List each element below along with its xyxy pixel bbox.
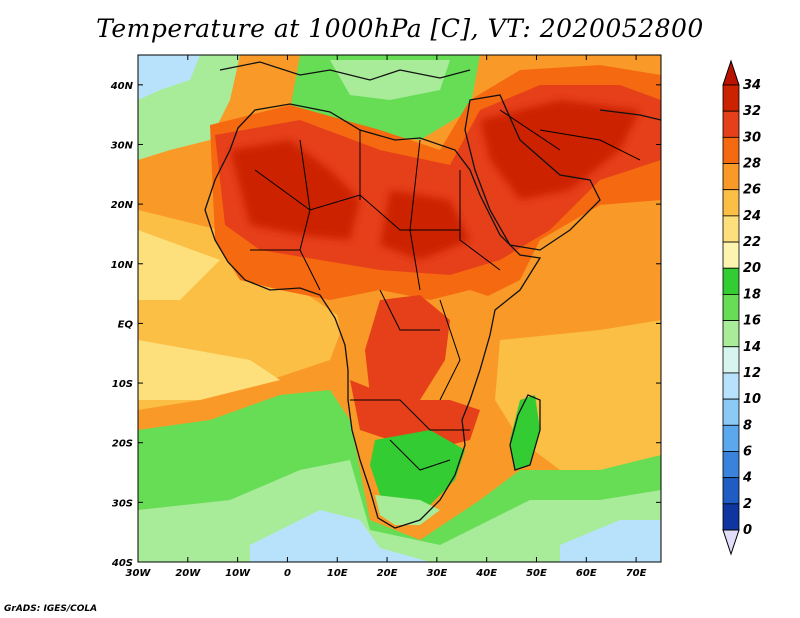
colorbar-label: 8 — [743, 418, 752, 433]
madagascar-coastline — [509, 394, 541, 471]
lon-tick-label: 0 — [284, 568, 291, 579]
lon-tick-label: 40E — [475, 568, 497, 579]
map-title: Temperature at 1000hPa [C], VT: 20200528… — [96, 14, 704, 43]
colorbar-bottom-arrow — [722, 529, 740, 556]
colorbar-label: 26 — [743, 183, 761, 198]
colorbar-swatch — [722, 451, 740, 479]
colorbar-swatch — [722, 320, 740, 348]
lat-tick-label: 10N — [111, 260, 134, 271]
field-south-blue — [250, 510, 661, 562]
colorbar-swatch — [722, 241, 740, 269]
longitude-axis: 30W 20W 10W 0 10E 20E 30E 40E 50E 60E 70E — [126, 55, 647, 579]
colorbar-swatch — [722, 84, 740, 112]
colorbar-top-arrow — [722, 59, 740, 86]
lat-tick-label: 40N — [110, 81, 134, 92]
field-madagascar — [510, 395, 540, 470]
colorbar-label: 22 — [743, 235, 761, 250]
africa-coastline — [204, 103, 542, 529]
field-cape-lightgreen — [375, 495, 440, 525]
colorbar-label: 32 — [743, 104, 761, 119]
colorbar-swatch — [722, 424, 740, 452]
lon-tick-label: 30W — [126, 568, 152, 579]
colorbar-label: 6 — [743, 444, 752, 459]
lon-tick-label: 10E — [327, 568, 348, 579]
colorbar-swatch — [722, 163, 740, 191]
colorbar-swatch — [722, 372, 740, 400]
field-ocean-lightyellow — [138, 230, 280, 400]
colorbar-label: 30 — [743, 130, 761, 145]
lat-tick-label: 20N — [111, 200, 134, 211]
lat-tick-label: 10S — [112, 379, 133, 390]
field-north-blue — [138, 55, 200, 100]
lat-tick-label: 40S — [111, 558, 133, 569]
colorbar-swatch — [722, 294, 740, 321]
latitude-axis: 40N 30N 20N 10N EQ 10S 20S 30S 40S — [110, 81, 661, 569]
colorbar-swatch — [722, 503, 740, 531]
map-frame — [137, 54, 662, 563]
lat-tick-label: 30S — [112, 498, 133, 509]
credit-label: GrADS: IGES/COLA — [4, 604, 98, 614]
colorbar-label: 14 — [743, 340, 761, 355]
lat-tick-label: 30N — [111, 140, 134, 151]
coastlines — [204, 61, 661, 529]
colorbar-label: 28 — [743, 157, 761, 172]
colorbar-label: 24 — [743, 209, 761, 224]
field-congo-hot — [365, 295, 450, 410]
colorbar-label: 10 — [743, 392, 761, 407]
colorbar-swatch — [722, 136, 740, 164]
arabia-coastline — [464, 94, 601, 251]
colorbar-label: 0 — [743, 523, 752, 538]
lon-tick-label: 20W — [175, 568, 201, 579]
colorbar-label: 2 — [743, 497, 752, 512]
lon-tick-label: 30E — [426, 568, 447, 579]
country-borders — [250, 109, 641, 471]
lon-tick-label: 60E — [576, 568, 597, 579]
lat-tick-label: EQ — [118, 319, 134, 330]
colorbar-label: 18 — [743, 287, 761, 302]
temperature-field — [138, 55, 661, 562]
field-sahara-core — [230, 100, 640, 260]
lon-tick-label: 70E — [626, 568, 647, 579]
colorbar-swatch — [722, 267, 740, 295]
colorbar-swatch — [722, 398, 740, 426]
colorbar-swatch — [722, 215, 740, 243]
lon-tick-label: 20E — [377, 568, 398, 579]
lat-tick-label: 20S — [112, 439, 133, 450]
europe-coastline — [219, 61, 661, 121]
colorbar-swatch — [722, 189, 740, 217]
field-southern-africa-green — [370, 430, 465, 510]
colorbar-label: 16 — [743, 314, 761, 329]
lon-tick-label: 50E — [526, 568, 547, 579]
colorbar-swatch — [722, 110, 740, 138]
colorbar-swatch — [722, 346, 740, 374]
field-europe-cool — [330, 60, 450, 100]
colorbar-label: 4 — [742, 471, 752, 486]
colorbar-label: 20 — [743, 261, 761, 276]
colorbar-swatch — [722, 477, 740, 505]
lon-tick-label: 10W — [225, 568, 251, 579]
colorbar-label: 34 — [743, 78, 761, 93]
colorbar-label: 12 — [743, 366, 761, 381]
